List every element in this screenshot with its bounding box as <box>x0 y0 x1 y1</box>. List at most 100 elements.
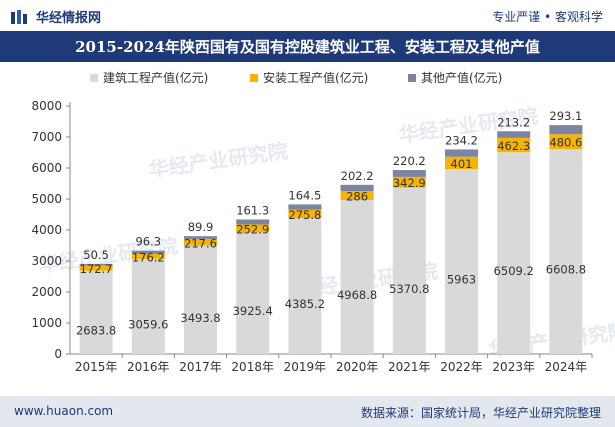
brand-name: 华经情报网 <box>36 11 102 26</box>
y-tick-label: 1000 <box>31 316 62 330</box>
data-label-2: 401 <box>451 157 473 171</box>
chart-legend: 建筑工程产值(亿元) 安装工程产值(亿元) 其他产值(亿元) <box>90 70 502 85</box>
legend-swatch-3 <box>408 74 416 82</box>
data-label-3: 234.2 <box>445 133 478 147</box>
data-label-2: 172.7 <box>80 262 113 276</box>
footer-website: www.huaon.com <box>14 404 114 418</box>
bar-segment-3 <box>288 204 322 210</box>
bar-segment-3 <box>392 170 426 177</box>
bar-segment-1 <box>184 245 217 354</box>
bar-segment-3 <box>184 236 217 239</box>
brand-logo-icon <box>11 9 27 24</box>
bar-segment-2 <box>549 134 583 150</box>
legend-label-2: 安装工程产值(亿元) <box>263 70 368 85</box>
bar-segment-1 <box>79 270 113 354</box>
x-tick-label: 2018年 <box>231 360 274 374</box>
data-label-3: 213.2 <box>497 115 530 129</box>
bar-segment-3 <box>79 263 113 266</box>
data-label-1: 3059.6 <box>128 318 168 332</box>
y-tick-label: 7000 <box>31 130 62 144</box>
brand-slogan: 专业严谨 • 客观科学 <box>492 10 603 24</box>
data-label-3: 293.1 <box>549 109 582 123</box>
stacked-bar-chart: 华经产业研究院华经产业研究院华经产业研究院华经产业研究院华经产业研究院 建筑工程… <box>31 70 615 374</box>
bar-segment-3 <box>445 149 478 157</box>
y-tick-label: 5000 <box>31 192 62 206</box>
bar-segment-1 <box>497 152 531 354</box>
data-label-2: 462.3 <box>497 139 530 153</box>
y-tick-label: 6000 <box>31 161 62 175</box>
data-label-3: 164.5 <box>288 188 321 202</box>
bar-segment-1 <box>392 187 426 354</box>
bar-segment-1 <box>445 169 478 354</box>
data-label-1: 6608.8 <box>546 263 586 277</box>
chart-bars <box>79 125 583 354</box>
data-label-3: 202.2 <box>341 169 374 183</box>
bar-segment-1 <box>288 218 322 354</box>
bar-segment-2 <box>288 209 322 219</box>
x-tick-label: 2016年 <box>127 360 170 374</box>
data-label-1: 3925.4 <box>233 304 273 318</box>
footer-bar: www.huaon.com 数据来源：国家统计局，华经产业研究院整理 <box>0 396 615 427</box>
bar-segment-3 <box>340 184 374 192</box>
chart-axes: 0 1000 2000 3000 4000 5000 6000 7000 8000 2015年 20… <box>31 99 593 374</box>
bar-segment-1 <box>236 232 270 354</box>
bar-segment-1 <box>340 199 374 354</box>
y-tick-label: 3000 <box>31 254 62 268</box>
chart-title: 2015-2024年陕西国有及国有控股建筑业工程、安装工程及其他产值 <box>0 31 615 62</box>
data-label-2: 286 <box>346 190 368 204</box>
legend-swatch-2 <box>250 74 258 82</box>
x-tick-label: 2015年 <box>75 360 118 374</box>
data-label-1: 6509.2 <box>494 264 534 278</box>
bar-segment-2 <box>79 265 113 271</box>
bar-segment-2 <box>445 156 478 170</box>
data-label-2: 480.6 <box>549 136 582 150</box>
data-label-3: 89.9 <box>188 220 214 234</box>
data-label-1: 2683.8 <box>76 323 116 337</box>
x-tick-label: 2020年 <box>336 360 379 374</box>
watermark-text: 华经产业研究院 <box>147 139 289 182</box>
x-tick-label: 2019年 <box>284 360 327 374</box>
footer-source: 数据来源：国家统计局，华经产业研究院整理 <box>360 406 601 420</box>
bar-segment-1 <box>131 259 165 354</box>
data-label-2: 176.2 <box>132 250 165 264</box>
chart-data-labels: 2683.8 172.750.5 3059.6 176.296.3 3493.8 217.… <box>76 109 586 337</box>
x-tick-label: 2017年 <box>179 360 222 374</box>
data-label-3: 220.2 <box>393 154 426 168</box>
legend-swatch-1 <box>90 74 98 82</box>
data-label-2: 217.6 <box>184 236 217 250</box>
bar-segment-3 <box>131 250 165 254</box>
x-tick-label: 2022年 <box>440 360 483 374</box>
bar-segment-3 <box>497 131 531 138</box>
y-tick-label: 0 <box>54 347 62 361</box>
y-tick-label: 8000 <box>31 99 62 113</box>
data-label-1: 4968.8 <box>337 288 377 302</box>
bar-segment-2 <box>184 238 217 246</box>
x-tick-label: 2021年 <box>388 360 431 374</box>
legend-label-1: 建筑工程产值(亿元) <box>103 70 208 85</box>
data-label-1: 5370.8 <box>389 282 429 296</box>
top-bar: 华经情报网 专业严谨 • 客观科学 <box>0 0 615 31</box>
brand-logo: 华经情报网 <box>10 7 101 26</box>
data-label-2: 252.9 <box>236 222 269 236</box>
data-label-1: 3493.8 <box>180 311 220 325</box>
data-label-3: 161.3 <box>236 203 269 217</box>
legend-label-3: 其他产值(亿元) <box>421 70 502 85</box>
x-tick-label: 2023年 <box>492 360 535 374</box>
y-tick-label: 4000 <box>31 223 62 237</box>
bar-segment-3 <box>549 125 583 135</box>
data-label-3: 50.5 <box>83 248 109 262</box>
x-tick-label: 2024年 <box>545 360 588 374</box>
data-label-1: 5963 <box>447 273 476 287</box>
bar-segment-2 <box>340 191 374 200</box>
data-label-2: 275.8 <box>288 208 321 222</box>
bar-segment-1 <box>549 149 583 354</box>
bar-segment-2 <box>236 224 270 233</box>
data-label-1: 4385.2 <box>285 297 325 311</box>
bar-segment-2 <box>392 176 426 188</box>
data-label-2: 342.9 <box>393 176 426 190</box>
bar-segment-2 <box>131 253 165 260</box>
data-label-3: 96.3 <box>135 235 161 249</box>
y-tick-label: 2000 <box>31 285 62 299</box>
bar-segment-3 <box>236 219 270 225</box>
